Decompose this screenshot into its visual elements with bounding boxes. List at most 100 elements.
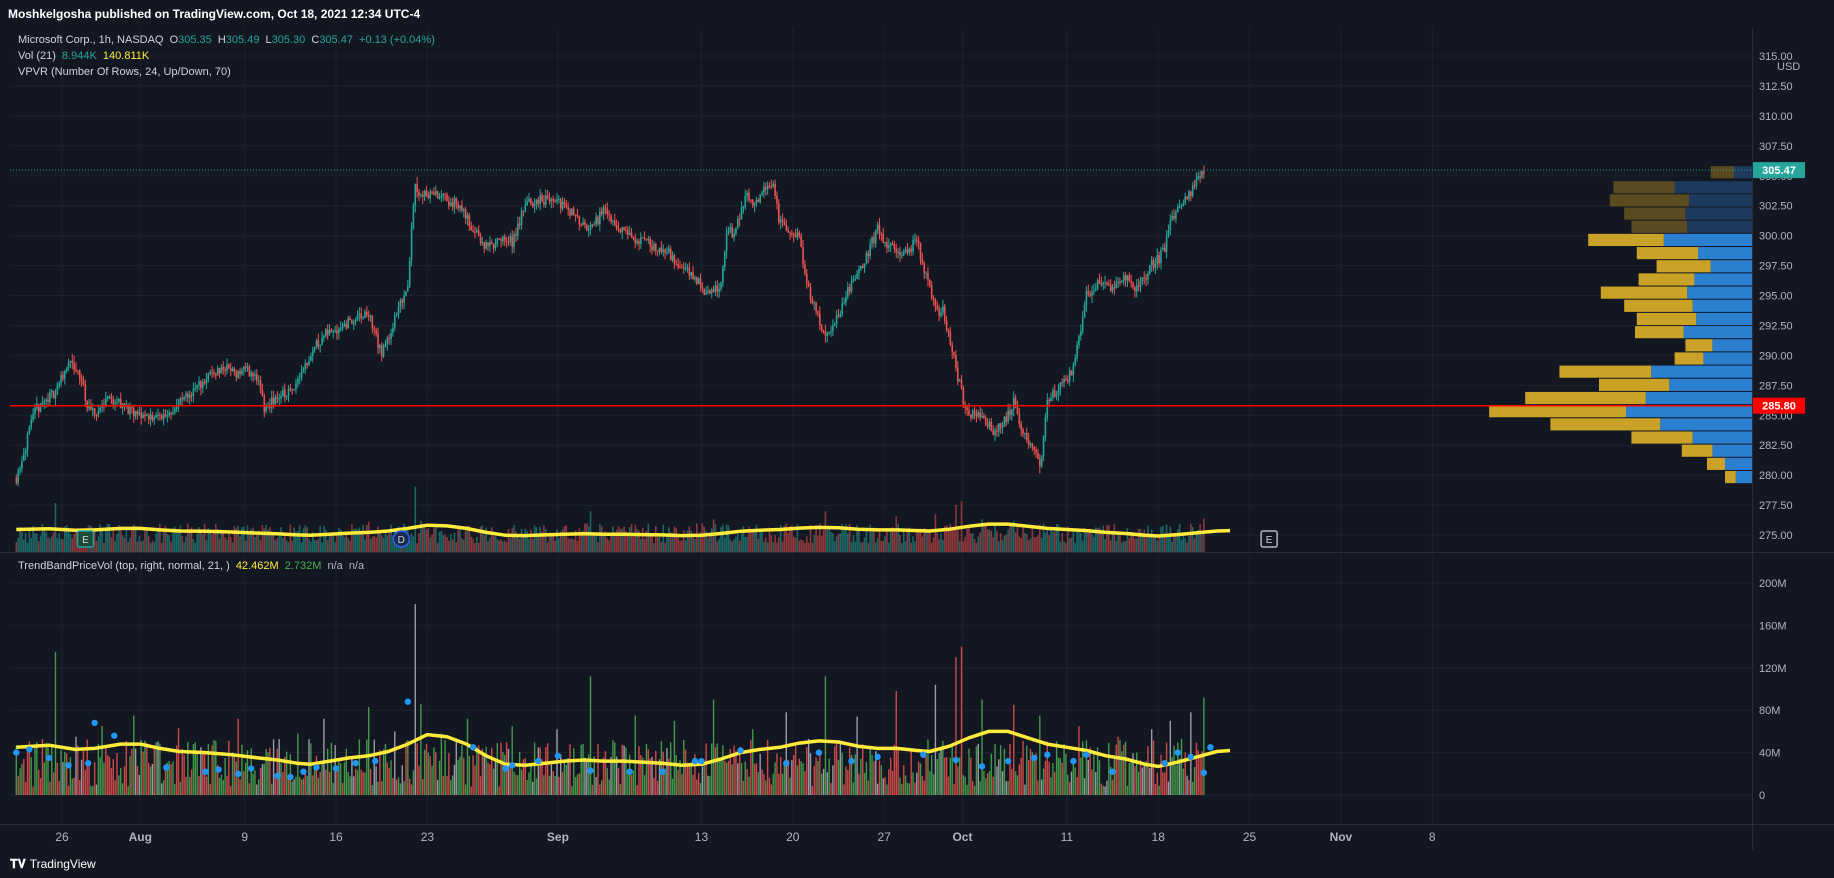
- trendband-bar: [1039, 715, 1041, 795]
- trendband-bar: [513, 771, 515, 795]
- trendband-bar: [220, 774, 223, 795]
- volume-profile[interactable]: [1489, 166, 1752, 484]
- brand[interactable]: 𝐓𝐕 TradingView: [10, 857, 96, 872]
- vpvr-indicator-label[interactable]: VPVR (Number Of Rows, 24, Up/Down, 70): [18, 66, 231, 78]
- chart-area[interactable]: EDE 315.00312.50310.00307.50305.00302.50…: [0, 28, 1834, 850]
- volume-bar: [1053, 531, 1056, 552]
- trendband-bar: [23, 759, 25, 795]
- candle-body: [835, 315, 838, 324]
- trendband-bar: [681, 773, 683, 795]
- volume-bar: [792, 536, 795, 552]
- candle-body: [310, 356, 312, 361]
- trendband-bar: [379, 749, 381, 795]
- volume-bar: [1022, 525, 1024, 552]
- trendband-bar: [1016, 775, 1019, 795]
- candle-body: [21, 461, 23, 469]
- volume-bar: [1061, 532, 1063, 552]
- candle-body: [123, 403, 126, 407]
- candle-body: [871, 237, 873, 244]
- volume-bar: [1111, 532, 1114, 552]
- candle-body: [485, 242, 487, 249]
- volume-bar: [496, 539, 499, 552]
- volume-indicator-label[interactable]: Vol (21): [18, 50, 56, 62]
- trendband-bar: [325, 769, 327, 795]
- volume-bar: [166, 534, 169, 552]
- volume-bar: [604, 531, 607, 552]
- trendband-bar: [854, 754, 856, 795]
- candle-body: [283, 389, 286, 398]
- candle-body: [1191, 185, 1194, 197]
- volume-bar: [1197, 529, 1200, 552]
- trendband-bar: [254, 770, 256, 795]
- symbol-title[interactable]: Microsoft Corp., 1h, NASDAQ: [18, 34, 164, 46]
- volume-bar: [481, 525, 484, 552]
- candle-body: [746, 192, 748, 196]
- trendband-bar: [41, 739, 44, 795]
- volume-bar: [1007, 529, 1009, 552]
- candle-body: [86, 400, 88, 409]
- candle-body: [220, 367, 223, 374]
- trendband-bar: [571, 786, 573, 795]
- volume-bar: [632, 536, 635, 552]
- volume-bar: [1005, 534, 1008, 552]
- vpvr-down-row: [1559, 365, 1652, 378]
- volume-bar: [593, 532, 596, 552]
- trendband-bar: [820, 773, 823, 795]
- trendband-bar: [24, 781, 27, 795]
- volume-bar: [103, 542, 105, 552]
- trendband-bar: [328, 771, 331, 795]
- volume-bar: [876, 538, 879, 552]
- volume-bar: [235, 528, 238, 552]
- trendband-bar: [1113, 756, 1116, 795]
- candle-body: [901, 254, 903, 256]
- volume-bar: [366, 524, 368, 552]
- trendband-bar: [729, 749, 732, 795]
- candle-body: [205, 379, 208, 384]
- volume-bar: [1160, 527, 1162, 552]
- candle-body: [873, 237, 875, 244]
- volume-bar: [434, 525, 437, 552]
- volume-bar: [548, 532, 551, 552]
- candle-body: [1109, 284, 1112, 291]
- candle-body: [619, 229, 622, 233]
- volume-bar: [764, 537, 767, 552]
- candle-body: [82, 381, 85, 385]
- candle-body: [923, 263, 926, 274]
- candle-body: [1197, 176, 1200, 179]
- candles[interactable]: [15, 165, 1205, 487]
- trendband-bar: [716, 743, 718, 795]
- candle-body: [589, 224, 592, 230]
- candle-body: [992, 430, 995, 436]
- volume-bar: [759, 528, 761, 552]
- trendband-bar: [940, 749, 942, 795]
- trendband-bar: [1175, 765, 1177, 795]
- volume-bar: [533, 525, 536, 552]
- trendband-pane[interactable]: [13, 604, 1231, 795]
- trendband-bar: [1076, 777, 1078, 795]
- candle-body: [358, 313, 361, 316]
- trendband-dot: [215, 766, 222, 773]
- volume-bar: [131, 527, 133, 552]
- trendband-bar: [1160, 754, 1162, 795]
- trendband-bar: [332, 782, 334, 795]
- volume-bar: [1074, 542, 1077, 552]
- trendband-indicator-label[interactable]: TrendBandPriceVol (top, right, normal, 2…: [18, 560, 230, 572]
- volume-bar: [535, 527, 538, 552]
- trendband-bar: [175, 745, 178, 795]
- candle-body: [651, 245, 653, 251]
- trendband-bar: [287, 776, 290, 795]
- volume-bar: [49, 538, 51, 552]
- volume-bar: [919, 528, 922, 552]
- trendband-value-4: n/a: [348, 560, 365, 572]
- volume-bar: [134, 525, 137, 552]
- volume-bar: [112, 528, 115, 552]
- candle-body: [476, 230, 478, 233]
- candle-body: [930, 285, 933, 299]
- volume-tick-label: 160M: [1759, 620, 1787, 632]
- candle-body: [114, 402, 116, 405]
- volume-bar: [330, 534, 333, 552]
- volume-bar: [930, 542, 933, 552]
- candle-body: [63, 371, 66, 379]
- volume-bar: [459, 525, 461, 552]
